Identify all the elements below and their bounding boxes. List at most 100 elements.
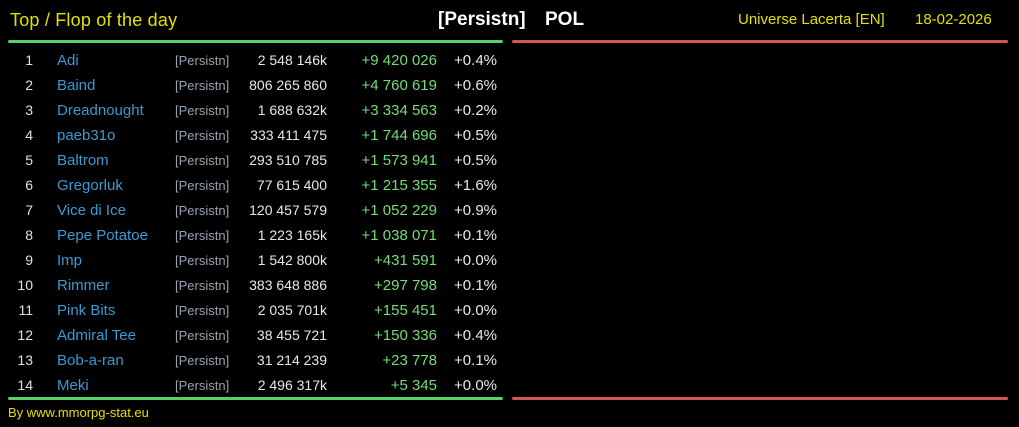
alliance-tag-cell: [Persistn] (175, 253, 230, 268)
alliance-tag: [Persistn] (438, 9, 526, 30)
points-cell: 1 542 800k (257, 252, 327, 268)
percent-cell: +0.1% (454, 227, 497, 244)
alliance-tag-cell: [Persistn] (175, 203, 230, 218)
player-name-link[interactable]: Rimmer (57, 277, 110, 294)
divider-red-segment (512, 40, 1008, 43)
table-row: 2 Baind [Persistn] 806 265 860 +4 760 61… (0, 73, 510, 98)
table-row: 8 Pepe Potatoe [Persistn] 1 223 165k +1 … (0, 223, 510, 248)
points-cell: 2 035 701k (257, 302, 327, 318)
gain-cell: +4 760 619 (361, 77, 438, 94)
rank-cell: 3 (25, 102, 33, 118)
player-name-link[interactable]: Bob-a-ran (57, 352, 124, 369)
alliance-tag-cell: [Persistn] (175, 53, 230, 68)
table-row: 5 Baltrom [Persistn] 293 510 785 +1 573 … (0, 148, 510, 173)
alliance-tag-cell: [Persistn] (175, 103, 230, 118)
percent-cell: +0.4% (454, 52, 497, 69)
points-cell: 1 223 165k (257, 227, 327, 243)
percent-cell: +0.1% (454, 277, 497, 294)
player-name-link[interactable]: Meki (57, 377, 89, 394)
rank-cell: 12 (17, 327, 33, 343)
gain-cell: +431 591 (374, 252, 437, 269)
percent-cell: +1.6% (454, 177, 497, 194)
report-date: 18-02-2026 (915, 11, 992, 28)
rank-cell: 5 (25, 152, 33, 168)
gain-cell: +3 334 563 (361, 102, 438, 119)
percent-cell: +0.0% (454, 302, 497, 319)
table-row: 11 Pink Bits [Persistn] 2 035 701k +155 … (0, 298, 510, 323)
gain-cell: +150 336 (374, 327, 437, 344)
table-row: 1 Adi [Persistn] 2 548 146k +9 420 026 +… (0, 48, 510, 73)
alliance-tag-cell: [Persistn] (175, 78, 230, 93)
rank-cell: 10 (17, 277, 33, 293)
universe-label: Universe Lacerta [EN] (738, 11, 885, 28)
points-cell: 333 411 475 (250, 127, 327, 143)
player-name-link[interactable]: paeb31o (57, 127, 116, 144)
player-name-link[interactable]: Adi (57, 52, 79, 69)
player-name-link[interactable]: Imp (57, 252, 83, 269)
rank-cell: 7 (25, 202, 33, 218)
divider-red-segment (512, 397, 1008, 400)
rank-cell: 1 (25, 52, 33, 68)
table-row: 6 Gregorluk [Persistn] 77 615 400 +1 215… (0, 173, 510, 198)
alliance-tag-cell: [Persistn] (175, 353, 230, 368)
points-cell: 31 214 239 (256, 352, 327, 368)
table-row: 9 Imp [Persistn] 1 542 800k +431 591 +0.… (0, 248, 510, 273)
player-name-link[interactable]: Dreadnought (57, 102, 144, 119)
gain-cell: +155 451 (374, 302, 437, 319)
gain-cell: +9 420 026 (361, 52, 438, 69)
player-name-link[interactable]: Vice di Ice (57, 202, 126, 219)
rank-cell: 2 (25, 77, 33, 93)
player-name-link[interactable]: Pink Bits (57, 302, 116, 319)
points-cell: 806 265 860 (249, 77, 327, 93)
credit-link[interactable]: By www.mmorpg-stat.eu (8, 405, 149, 420)
player-name-link[interactable]: Admiral Tee (57, 327, 136, 344)
points-cell: 383 648 886 (249, 277, 327, 293)
rank-cell: 13 (17, 352, 33, 368)
rank-cell: 4 (25, 127, 33, 143)
percent-cell: +0.0% (454, 252, 497, 269)
percent-cell: +0.4% (454, 327, 497, 344)
rank-cell: 9 (25, 252, 33, 268)
table-row: 12 Admiral Tee [Persistn] 38 455 721 +15… (0, 323, 510, 348)
header-bar: Top / Flop of the day [Persistn] POL Uni… (0, 0, 1019, 40)
rank-cell: 14 (17, 377, 33, 393)
percent-cell: +0.9% (454, 202, 497, 219)
divider-green-segment (8, 397, 503, 400)
points-cell: 120 457 579 (249, 202, 327, 218)
points-cell: 293 510 785 (249, 152, 327, 168)
points-cell: 1 688 632k (257, 102, 327, 118)
divider-green-segment (8, 40, 503, 43)
table-row: 14 Meki [Persistn] 2 496 317k +5 345 +0.… (0, 373, 510, 398)
alliance-tag-cell: [Persistn] (175, 328, 230, 343)
player-name-link[interactable]: Baltrom (57, 152, 109, 169)
alliance-tag-cell: [Persistn] (175, 178, 230, 193)
gain-cell: +297 798 (374, 277, 437, 294)
points-cell: 2 548 146k (257, 52, 327, 68)
points-cell: 2 496 317k (257, 377, 327, 393)
alliance-tag-cell: [Persistn] (175, 153, 230, 168)
alliance-tag-cell: [Persistn] (175, 278, 230, 293)
player-name-link[interactable]: Baind (57, 77, 96, 94)
gain-cell: +1 744 696 (361, 127, 438, 144)
points-cell: 77 615 400 (256, 177, 327, 193)
percent-cell: +0.1% (454, 352, 497, 369)
percent-cell: +0.0% (454, 377, 497, 394)
player-name-link[interactable]: Gregorluk (57, 177, 123, 194)
gain-cell: +1 038 071 (361, 227, 438, 244)
table-row: 7 Vice di Ice [Persistn] 120 457 579 +1 … (0, 198, 510, 223)
table-row: 4 paeb31o [Persistn] 333 411 475 +1 744 … (0, 123, 510, 148)
alliance-tag-cell: [Persistn] (175, 128, 230, 143)
player-name-link[interactable]: Pepe Potatoe (57, 227, 148, 244)
country-label: POL (545, 9, 585, 30)
leaderboard-table: 1 Adi [Persistn] 2 548 146k +9 420 026 +… (0, 48, 510, 398)
table-row: 3 Dreadnought [Persistn] 1 688 632k +3 3… (0, 98, 510, 123)
alliance-tag-cell: [Persistn] (175, 303, 230, 318)
rank-cell: 8 (25, 227, 33, 243)
percent-cell: +0.5% (454, 152, 497, 169)
table-row: 13 Bob-a-ran [Persistn] 31 214 239 +23 7… (0, 348, 510, 373)
table-row: 10 Rimmer [Persistn] 383 648 886 +297 79… (0, 273, 510, 298)
alliance-tag-cell: [Persistn] (175, 378, 230, 393)
gain-cell: +23 778 (382, 352, 437, 369)
gain-cell: +1 215 355 (361, 177, 438, 194)
